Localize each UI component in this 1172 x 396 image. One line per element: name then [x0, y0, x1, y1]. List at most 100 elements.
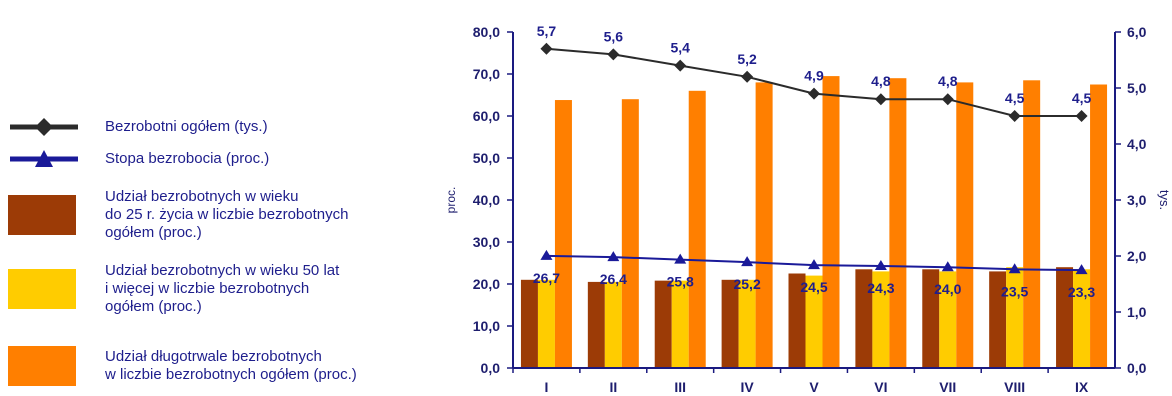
- data-label: 26,4: [600, 271, 627, 287]
- line-point: [1075, 110, 1088, 122]
- legend-diamond-line-icon: [10, 118, 78, 136]
- y-tick-label: 70,0: [473, 66, 500, 82]
- line-point: [607, 48, 620, 61]
- line-point: [874, 93, 887, 106]
- line-point: [607, 251, 620, 262]
- x-tick-label: IX: [1075, 379, 1089, 395]
- line-point: [941, 93, 954, 106]
- bar: [956, 82, 974, 369]
- y2-axis-title: tys.: [1157, 190, 1172, 210]
- bar: [889, 78, 907, 368]
- y-tick-label: 10,0: [473, 318, 500, 334]
- data-label: 26,7: [533, 270, 560, 286]
- line-point: [674, 253, 687, 264]
- x-tick-label: IV: [740, 379, 754, 395]
- data-label: 4,9: [804, 68, 824, 84]
- line-point: [1008, 110, 1021, 122]
- bar: [788, 273, 806, 368]
- x-tick-label: III: [674, 379, 686, 395]
- y2-tick-label: 1,0: [1127, 304, 1147, 320]
- bar: [688, 90, 706, 369]
- y2-tick-label: 6,0: [1127, 24, 1147, 40]
- y2-tick-label: 2,0: [1127, 248, 1147, 264]
- data-label: 25,2: [733, 276, 760, 292]
- y-tick-label: 50,0: [473, 150, 500, 166]
- legend: Bezrobotni ogółem (tys.) Stopa bezrobocia…: [0, 0, 450, 396]
- bar: [1073, 269, 1091, 368]
- legend-label: Bezrobotni ogółem (tys.): [105, 118, 268, 135]
- data-label: 24,3: [867, 280, 894, 296]
- y-tick-label: 20,0: [473, 276, 500, 292]
- data-label: 24,5: [800, 279, 827, 295]
- legend-triangle-line-icon: [10, 150, 78, 167]
- y-tick-label: 80,0: [473, 24, 500, 40]
- y-tick-label: 40,0: [473, 192, 500, 208]
- bar: [520, 279, 538, 368]
- data-label: 4,5: [1005, 90, 1025, 106]
- data-label: 25,8: [667, 274, 694, 290]
- data-label: 4,5: [1072, 90, 1092, 106]
- legend-label: Udział bezrobotnych w wieku do 25 r. życi…: [105, 188, 349, 241]
- legend-swatch: [8, 195, 76, 235]
- bar: [822, 76, 840, 368]
- bar: [939, 271, 957, 368]
- x-tick-label: VI: [874, 379, 887, 395]
- line-point: [1075, 264, 1088, 275]
- bar: [738, 279, 756, 368]
- bar: [621, 99, 639, 368]
- y2-tick-label: 3,0: [1127, 192, 1147, 208]
- line-point: [741, 256, 754, 267]
- legend-label: Stopa bezrobocia (proc.): [105, 150, 270, 167]
- data-label: 4,8: [938, 73, 958, 89]
- bar: [721, 279, 739, 368]
- bar: [1006, 267, 1024, 368]
- data-label: 23,3: [1068, 284, 1095, 300]
- bar: [1090, 84, 1108, 368]
- line-point: [874, 259, 887, 270]
- bar: [1023, 80, 1041, 369]
- data-label: 4,8: [871, 73, 891, 89]
- data-label: 5,4: [670, 40, 690, 56]
- x-tick-label: VIII: [1004, 379, 1025, 395]
- line-point: [540, 249, 553, 260]
- bar: [604, 281, 622, 368]
- bar: [855, 269, 873, 368]
- legend-label: Udział długotrwale bezrobotnych w liczbie…: [105, 348, 357, 383]
- x-tick-label: II: [609, 379, 617, 395]
- y-tick-label: 0,0: [481, 360, 501, 376]
- bar: [1056, 267, 1074, 368]
- line-point: [540, 42, 553, 55]
- line-point: [941, 261, 954, 272]
- legend-swatch: [8, 269, 76, 309]
- line-point: [674, 59, 687, 72]
- y-tick-label: 30,0: [473, 234, 500, 250]
- line-point: [808, 87, 820, 100]
- y2-tick-label: 4,0: [1127, 136, 1147, 152]
- line-point: [741, 70, 754, 83]
- bar: [587, 281, 605, 368]
- legend-swatch: [8, 346, 76, 386]
- bar: [554, 100, 572, 368]
- y-tick-label: 60,0: [473, 108, 500, 124]
- line-point: [808, 259, 820, 270]
- data-label: 24,0: [934, 281, 961, 297]
- bar: [989, 271, 1007, 368]
- bar: [671, 280, 689, 368]
- bar: [805, 275, 823, 368]
- bar: [537, 279, 555, 368]
- data-label: 5,7: [537, 23, 557, 39]
- x-tick-label: VII: [939, 379, 956, 395]
- legend-label: Udział bezrobotnych w wieku 50 lat i więc…: [105, 262, 340, 315]
- data-label: 5,2: [737, 51, 757, 67]
- data-label: 5,6: [604, 28, 624, 44]
- line-point: [1008, 263, 1021, 274]
- bar: [755, 82, 773, 369]
- y-axis-title: proc.: [444, 187, 458, 214]
- y2-tick-label: 0,0: [1127, 360, 1147, 376]
- bar: [922, 269, 940, 368]
- x-tick-label: I: [544, 379, 548, 395]
- bar: [654, 280, 672, 368]
- bar: [872, 271, 890, 368]
- data-label: 23,5: [1001, 283, 1028, 299]
